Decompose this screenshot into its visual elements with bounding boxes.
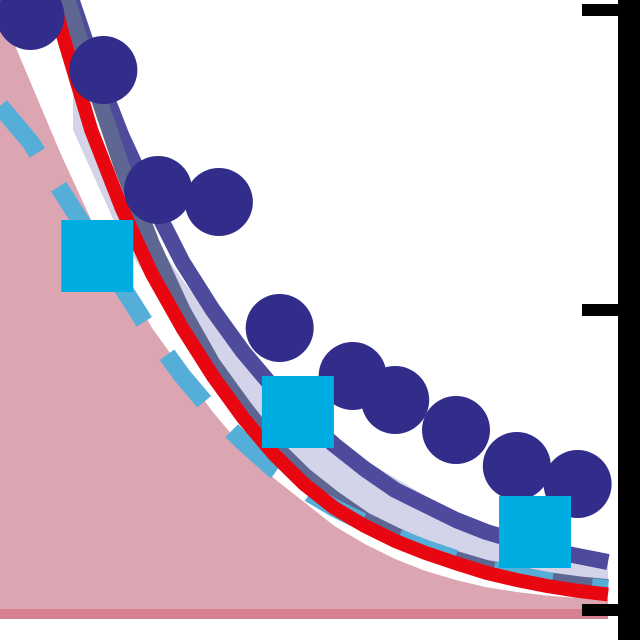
data-point-circle-8 xyxy=(482,432,551,500)
right-axis-tick-0 xyxy=(582,4,622,16)
line-series-5 xyxy=(45,0,609,602)
data-point-circle-0 xyxy=(0,0,65,50)
data-point-circle-2 xyxy=(124,156,193,224)
data-point-circle-6 xyxy=(361,366,430,434)
data-point-square-2 xyxy=(499,496,572,568)
right-axis-tick-1 xyxy=(582,304,622,316)
data-point-circle-4 xyxy=(245,294,314,362)
area-series-0 xyxy=(0,10,608,610)
marker-layer xyxy=(0,0,612,568)
right-axis-spine xyxy=(618,0,640,640)
data-point-square-0 xyxy=(61,220,134,292)
area-layer xyxy=(0,10,608,610)
data-point-circle-7 xyxy=(422,396,490,464)
data-point-square-1 xyxy=(261,376,334,448)
data-point-circle-3 xyxy=(184,168,253,236)
data-point-circle-1 xyxy=(69,36,138,104)
right-axis-tick-2 xyxy=(582,604,622,616)
band-series-1 xyxy=(73,94,608,589)
